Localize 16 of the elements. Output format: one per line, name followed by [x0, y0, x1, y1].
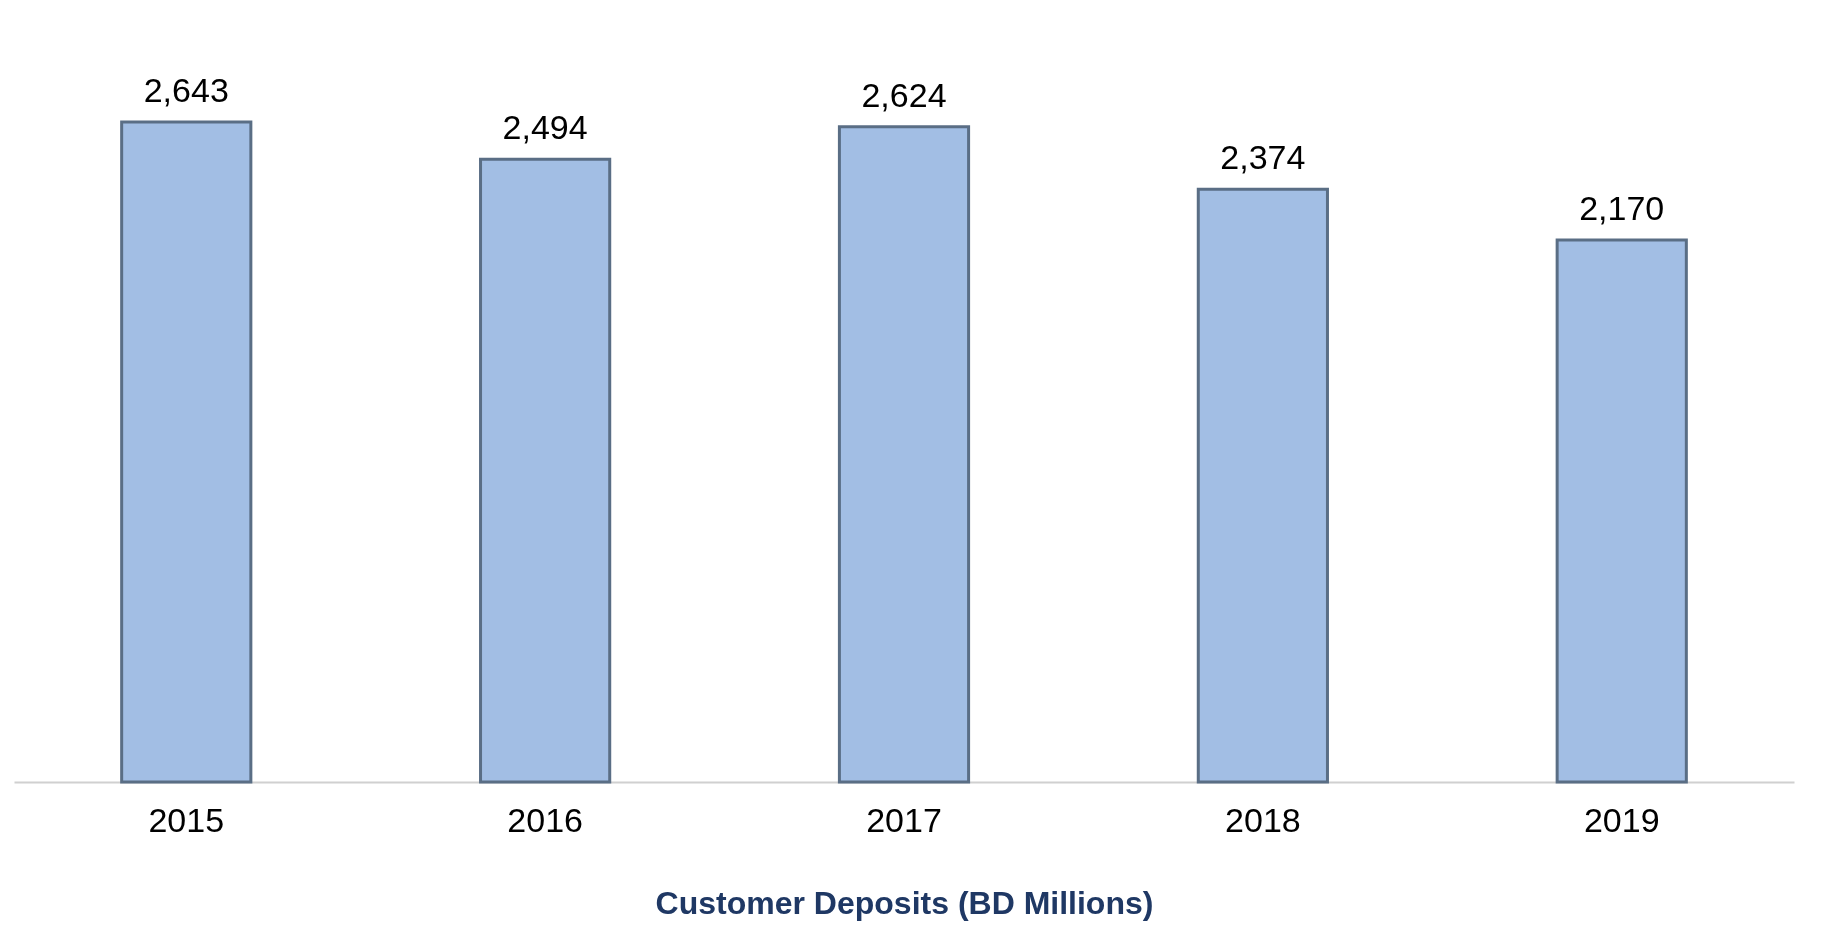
data-label: 2,494 — [502, 108, 588, 147]
x-tick-label: 2015 — [148, 800, 225, 839]
x-tick-label: 2017 — [866, 800, 942, 839]
x-tick-label: 2018 — [1225, 800, 1301, 839]
bar — [120, 120, 253, 784]
data-label: 2,374 — [1220, 138, 1306, 177]
bar — [837, 125, 971, 784]
bar — [479, 157, 612, 784]
x-tick-label: 2016 — [507, 800, 583, 839]
data-label: 2,170 — [1579, 189, 1665, 228]
data-label: 2,643 — [143, 71, 229, 109]
data-label: 2,624 — [861, 75, 947, 114]
bar — [1555, 238, 1688, 784]
x-tick-label: 2019 — [1583, 800, 1660, 839]
x-axis-title: Customer Deposits (BD Millions) — [655, 884, 1154, 921]
bar — [1196, 187, 1329, 784]
